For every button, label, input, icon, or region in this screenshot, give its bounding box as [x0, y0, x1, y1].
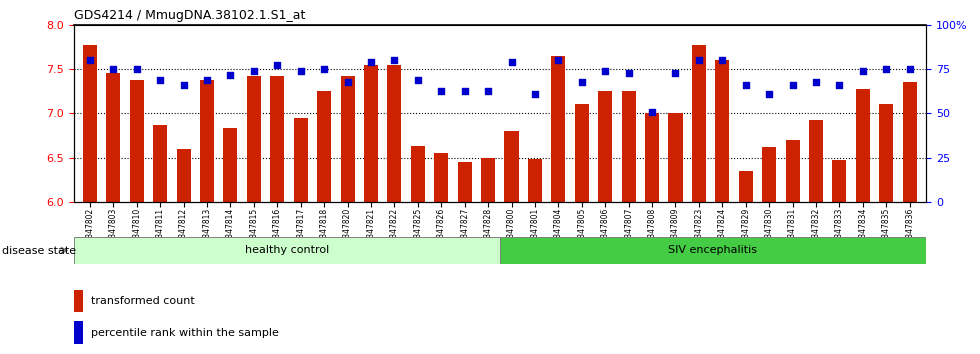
Bar: [340, 76, 355, 202]
Point: [364, 59, 379, 65]
Point: [527, 91, 543, 97]
Point: [691, 57, 707, 63]
Point: [340, 80, 356, 85]
Point: [270, 62, 285, 68]
Bar: [364, 65, 378, 202]
Bar: [270, 76, 284, 202]
Bar: [458, 162, 471, 202]
Point: [761, 91, 777, 97]
Point: [808, 80, 824, 85]
Point: [152, 77, 168, 82]
Point: [293, 68, 309, 74]
Bar: [574, 104, 589, 202]
Point: [175, 82, 191, 88]
Bar: [106, 73, 121, 202]
Bar: [786, 140, 800, 202]
Point: [551, 57, 566, 63]
Text: healthy control: healthy control: [245, 245, 328, 256]
Point: [785, 82, 801, 88]
Point: [574, 80, 590, 85]
Point: [129, 66, 145, 72]
Bar: [500, 237, 926, 264]
Text: SIV encephalitis: SIV encephalitis: [668, 245, 758, 256]
Bar: [176, 149, 191, 202]
Bar: [762, 147, 776, 202]
Point: [433, 88, 449, 94]
Bar: [528, 159, 542, 202]
Point: [644, 109, 660, 114]
Point: [222, 73, 238, 78]
Point: [82, 57, 98, 63]
Point: [667, 70, 683, 76]
Bar: [434, 153, 448, 202]
Point: [386, 57, 402, 63]
Point: [878, 66, 894, 72]
Point: [410, 77, 425, 82]
Bar: [621, 91, 636, 202]
Point: [457, 88, 472, 94]
Point: [598, 68, 613, 74]
Bar: [903, 82, 916, 202]
Bar: [74, 321, 83, 344]
Point: [620, 70, 636, 76]
Point: [738, 82, 754, 88]
Bar: [739, 171, 753, 202]
Bar: [668, 113, 682, 202]
Text: percentile rank within the sample: percentile rank within the sample: [90, 327, 278, 338]
Point: [855, 68, 870, 74]
Text: GDS4214 / MmugDNA.38102.1.S1_at: GDS4214 / MmugDNA.38102.1.S1_at: [74, 9, 305, 22]
Bar: [692, 45, 706, 202]
Bar: [74, 290, 83, 312]
Bar: [129, 80, 144, 202]
Point: [246, 68, 262, 74]
Bar: [879, 104, 894, 202]
Point: [317, 66, 332, 72]
Point: [902, 66, 917, 72]
Text: transformed count: transformed count: [90, 296, 194, 306]
Bar: [645, 113, 660, 202]
Text: disease state: disease state: [2, 246, 76, 256]
Bar: [808, 120, 823, 202]
Bar: [74, 237, 500, 264]
Point: [199, 77, 215, 82]
Point: [832, 82, 848, 88]
Bar: [856, 90, 870, 202]
Point: [480, 88, 496, 94]
Bar: [832, 160, 847, 202]
Bar: [715, 60, 729, 202]
Bar: [505, 131, 518, 202]
Bar: [247, 76, 261, 202]
Bar: [223, 128, 237, 202]
Bar: [552, 56, 565, 202]
Point: [504, 59, 519, 65]
Bar: [411, 146, 425, 202]
Bar: [387, 65, 402, 202]
Bar: [318, 91, 331, 202]
Bar: [153, 125, 168, 202]
Bar: [200, 80, 214, 202]
Bar: [481, 158, 495, 202]
Bar: [598, 91, 612, 202]
Bar: [83, 45, 97, 202]
Point: [714, 57, 730, 63]
Point: [106, 66, 122, 72]
Bar: [294, 118, 308, 202]
